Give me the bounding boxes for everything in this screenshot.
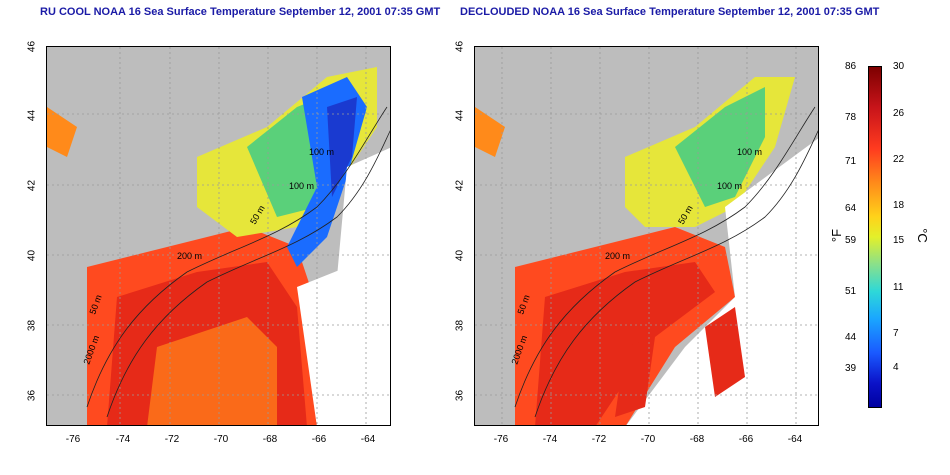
x-tick: -68 [262,434,278,445]
y-tick: 42 [26,179,38,192]
y-tick: 38 [454,319,466,332]
contour-label: 100 m [737,147,762,157]
y-tick: 42 [454,179,466,192]
y-tick: 38 [26,319,38,332]
right-map-title: DECLOUDED NOAA 16 Sea Surface Temperatur… [460,6,880,18]
y-tick: 44 [454,109,466,122]
x-tick: -76 [493,434,509,445]
celsius-tick: 26 [893,108,905,119]
y-tick: 36 [454,389,466,402]
celsius-tick: 15 [893,235,905,246]
y-tick: 40 [26,249,38,262]
fahrenheit-tick: 51 [845,286,857,297]
x-tick: -64 [360,434,376,445]
celsius-unit-label: °C [914,228,930,243]
celsius-tick: 11 [893,282,904,293]
x-tick: -76 [65,434,81,445]
right-sst-image: 100 m 100 m 50 m 50 m 2000 m 200 m [475,47,818,425]
y-tick: 36 [26,389,38,402]
fahrenheit-tick: 59 [845,235,857,246]
contour-label: 200 m [605,251,630,261]
x-tick: -74 [542,434,558,445]
x-tick: -70 [640,434,656,445]
y-tick: 46 [26,40,38,53]
contour-label: 100 m [717,181,742,191]
fahrenheit-tick: 39 [845,363,857,374]
fahrenheit-tick: 78 [845,112,857,123]
celsius-tick: 4 [893,362,899,373]
left-map-title: RU COOL NOAA 16 Sea Surface Temperature … [40,6,441,18]
x-tick: -74 [115,434,131,445]
fahrenheit-unit-label: °F [829,228,845,243]
contour-label: 200 m [177,251,202,261]
fahrenheit-tick: 44 [845,332,857,343]
contour-label: 100 m [289,181,314,191]
contour-label: 100 m [309,147,334,157]
x-tick: -68 [689,434,705,445]
x-tick: -64 [787,434,803,445]
x-tick: -66 [738,434,754,445]
celsius-tick: 30 [893,61,905,72]
x-tick: -72 [591,434,607,445]
y-tick: 44 [26,109,38,122]
celsius-tick: 18 [893,200,905,211]
celsius-tick: 22 [893,154,905,165]
celsius-tick: 7 [893,328,899,339]
fahrenheit-tick: 86 [845,61,857,72]
right-sst-map[interactable]: 100 m 100 m 50 m 50 m 2000 m 200 m [474,46,819,426]
x-tick: -72 [164,434,180,445]
temperature-colorbar [868,66,882,408]
y-tick: 46 [454,40,466,53]
left-sst-map[interactable]: 100 m 100 m 50 m 50 m 2000 m 200 m [46,46,391,426]
left-sst-image: 100 m 100 m 50 m 50 m 2000 m 200 m [47,47,390,425]
x-tick: -66 [311,434,327,445]
fahrenheit-tick: 71 [845,156,857,167]
y-tick: 40 [454,249,466,262]
fahrenheit-tick: 64 [845,203,857,214]
x-tick: -70 [213,434,229,445]
